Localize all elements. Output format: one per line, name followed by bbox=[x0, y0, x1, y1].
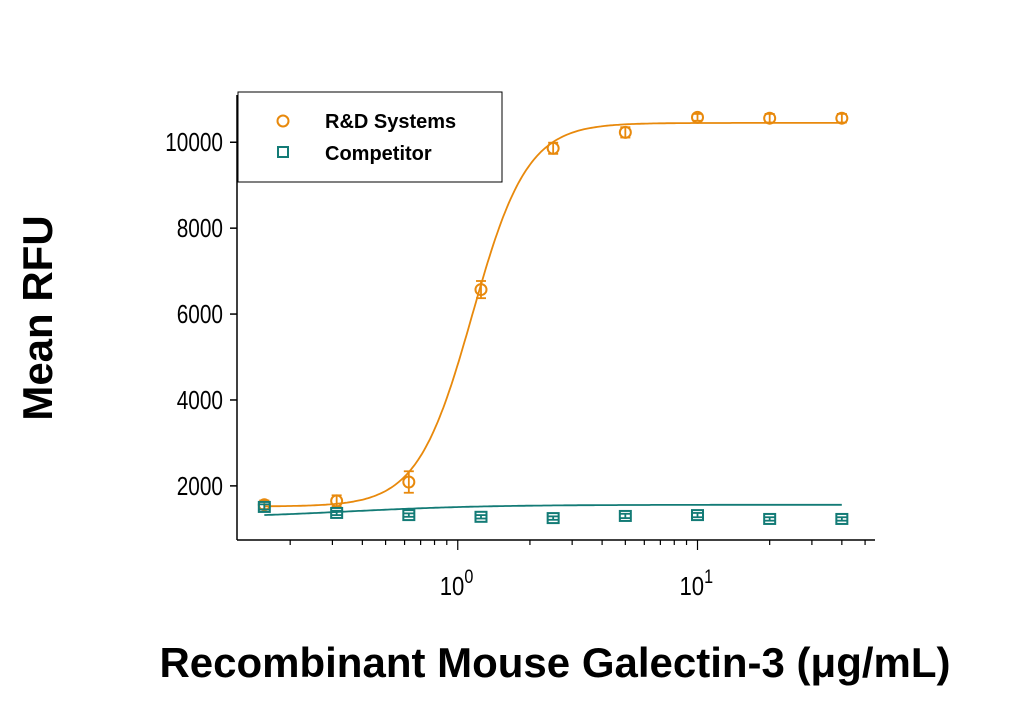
x-axis-label: Recombinant Mouse Galectin-3 (μg/mL) bbox=[159, 639, 950, 686]
data-point bbox=[763, 512, 777, 525]
y-tick-label: 2000 bbox=[177, 472, 223, 501]
legend-marker-rd-systems bbox=[276, 114, 290, 128]
y-tick-label: 8000 bbox=[177, 214, 223, 243]
marker-square bbox=[763, 512, 777, 525]
marker-square bbox=[330, 506, 344, 519]
marker-square bbox=[835, 512, 849, 525]
marker-square bbox=[474, 510, 488, 523]
marker-circle bbox=[474, 283, 488, 297]
data-point bbox=[474, 280, 488, 300]
marker-circle bbox=[618, 125, 632, 139]
data-point bbox=[763, 111, 777, 125]
data-point bbox=[618, 125, 632, 139]
legend-label-competitor: Competitor bbox=[325, 143, 432, 165]
y-tick-label: 6000 bbox=[177, 300, 223, 329]
data-point bbox=[835, 512, 849, 525]
data-point bbox=[402, 470, 416, 494]
marker-circle bbox=[835, 111, 849, 125]
y-tick-label: 4000 bbox=[177, 386, 223, 415]
data-point bbox=[691, 110, 705, 124]
legend-box bbox=[237, 91, 503, 183]
marker-square bbox=[618, 509, 632, 522]
marker-square bbox=[402, 509, 416, 522]
legend-marker-competitor bbox=[277, 146, 289, 158]
x-tick-label: 101 bbox=[680, 566, 714, 602]
marker-circle bbox=[330, 494, 344, 508]
data-point bbox=[330, 506, 344, 519]
y-tick-label: 10000 bbox=[165, 128, 223, 157]
marker-circle bbox=[402, 475, 416, 489]
fit-curve-competitor bbox=[264, 503, 842, 516]
legend-label-rd-systems: R&D Systems bbox=[325, 111, 456, 133]
data-point bbox=[330, 494, 344, 508]
marker-square bbox=[691, 509, 705, 522]
data-point bbox=[546, 512, 560, 525]
marker-square bbox=[257, 500, 271, 513]
marker-circle bbox=[691, 110, 705, 124]
data-point bbox=[618, 509, 632, 522]
data-point bbox=[257, 500, 271, 513]
axes: 2000 4000 6000 8000 10000 100 101 bbox=[165, 95, 875, 601]
data-point bbox=[474, 510, 488, 523]
data-points bbox=[257, 110, 849, 525]
data-point bbox=[835, 111, 849, 125]
marker-circle bbox=[546, 141, 560, 155]
data-point bbox=[402, 509, 416, 522]
legend: R&D Systems Competitor bbox=[237, 91, 503, 183]
marker-circle bbox=[763, 111, 777, 125]
data-point bbox=[546, 141, 560, 155]
marker-square bbox=[546, 512, 560, 525]
y-axis-label: Mean RFU bbox=[14, 215, 61, 420]
data-point bbox=[691, 509, 705, 522]
x-tick-label: 100 bbox=[440, 566, 474, 602]
